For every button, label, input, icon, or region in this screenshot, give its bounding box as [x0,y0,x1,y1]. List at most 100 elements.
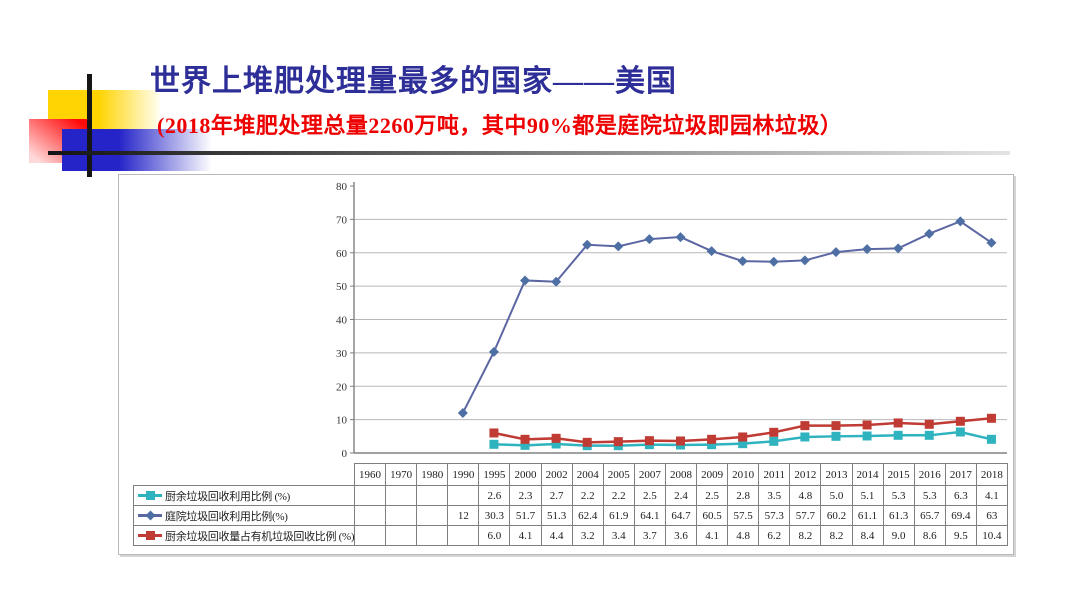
y-tick-label: 20 [336,381,348,393]
series-marker-diamond [582,239,593,250]
value-cell [416,485,449,506]
y-tick-label: 10 [336,415,348,427]
series-marker-diamond [955,216,966,227]
legend-cell-0: 厨余垃圾回收利用比例 (%) [133,485,355,506]
legend-label: 庭院垃圾回收利用比例(%) [165,510,288,523]
legend-cell-2: 厨余垃圾回收量占有机垃圾回收比例 (%) [133,525,355,546]
value-cell: 64.1 [633,505,666,526]
year-header-cell: 1995 [478,463,511,486]
y-tick-label: 30 [336,348,348,360]
value-cell [447,485,480,506]
value-cell: 3.6 [664,525,698,546]
value-cell: 3.7 [633,525,666,546]
series-marker-square [893,418,903,428]
y-tick-label: 80 [336,181,348,193]
year-header-cell: 2009 [696,463,729,486]
series-line-1 [461,220,993,414]
slide-title: 世界上堆肥处理量最多的国家——美国 [150,65,677,98]
year-header-cell: 2004 [571,463,604,486]
value-cell: 64.7 [664,505,698,526]
value-cell: 4.8 [789,485,822,506]
series-marker-square [986,413,996,423]
value-cell: 62.4 [571,505,604,526]
series-marker-square [489,428,499,438]
decor-vertical-line [87,74,92,177]
year-header-cell: 2000 [509,463,542,486]
value-cell [353,525,387,546]
series-marker-diamond [551,276,562,287]
value-cell: 9.5 [944,525,977,546]
series-marker-square [551,433,561,443]
series-marker-square [644,436,654,446]
year-header-cell: 2012 [789,463,822,486]
year-header-cell: 1980 [416,463,449,486]
value-cell: 2.8 [727,485,760,506]
value-cell: 2.5 [633,485,666,506]
value-cell: 2.3 [509,485,542,506]
series-marker-square [520,434,530,444]
series-marker-diamond [768,256,779,267]
value-cell: 5.3 [913,485,946,506]
series-marker-square [769,427,779,437]
value-cell: 3.5 [758,485,791,506]
series-marker-square [769,436,779,446]
series-marker-square [800,421,810,431]
value-cell: 10.4 [975,525,1008,546]
chart-svg: 0 10 20 30 40 50 60 70 80 [336,181,1007,460]
value-cell: 4.1 [509,525,542,546]
value-cell: 5.3 [882,485,915,506]
series-marker-square [738,432,748,442]
value-cell: 57.5 [727,505,760,526]
series-marker-diamond [986,237,997,248]
value-cell: 60.2 [820,505,853,526]
value-cell: 2.6 [478,485,511,506]
series-marker-square [893,430,903,440]
title-underline-rule [48,151,1010,155]
year-header-cell: 2002 [540,463,573,486]
value-cell [416,505,449,526]
series-marker-diamond [520,275,531,286]
series-marker-square [831,421,841,431]
value-cell [353,485,387,506]
year-header-cell: 2007 [633,463,666,486]
value-cell: 6.3 [944,485,977,506]
value-cell: 51.7 [509,505,542,526]
value-cell [385,525,418,546]
year-header-cell: 2010 [727,463,760,486]
value-cell: 2.7 [540,485,573,506]
value-cell: 12 [447,505,480,526]
series-marker-square [955,416,965,426]
year-header-cell: 2016 [913,463,946,486]
value-cell: 2.4 [664,485,698,506]
value-cell: 57.7 [789,505,822,526]
year-header-cell: 2015 [882,463,915,486]
value-cell: 4.8 [727,525,760,546]
year-header-row: 1960 1970 1980 1990 1995 2000 2002 2004 2005 2007… [134,463,1008,486]
legend-marker-icon [138,490,162,501]
value-cell [353,505,387,526]
value-cell: 6.2 [758,525,791,546]
series-marker-diamond [737,256,748,267]
series-marker-square [924,419,934,429]
series-marker-square [676,436,685,446]
y-tick-label: 70 [336,214,348,226]
value-cell [385,485,418,506]
year-header-cell: 2018 [975,463,1008,486]
value-cell: 8.2 [820,525,853,546]
year-header-cell: 2014 [851,463,884,486]
value-cell [416,525,449,546]
series-marker-square [955,427,965,437]
value-cell: 3.2 [571,525,604,546]
y-tick-label: 0 [342,448,348,460]
series-marker-square [831,431,841,441]
series-marker-diamond [457,407,468,418]
value-cell: 30.3 [478,505,511,526]
legend-label: 厨余垃圾回收利用比例 (%) [165,490,291,503]
series-marker-square [862,431,872,441]
y-tick-label: 40 [336,315,348,327]
value-cell: 61.1 [851,505,884,526]
value-cell: 61.3 [882,505,915,526]
series-marker-diamond [613,241,624,252]
series-marker-square [707,434,717,444]
value-cell: 8.2 [789,525,822,546]
